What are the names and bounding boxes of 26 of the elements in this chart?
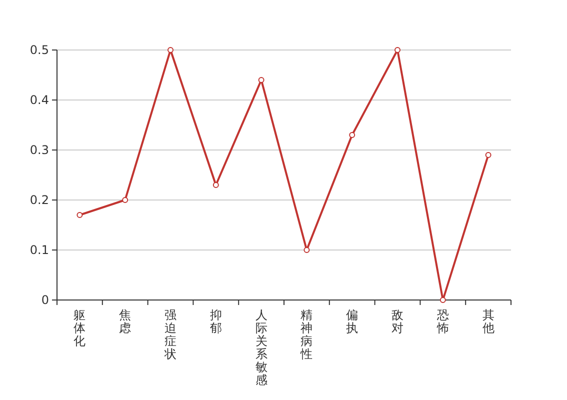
y-tick-label: 0.3 <box>30 143 49 158</box>
point <box>394 47 400 53</box>
point <box>485 152 492 158</box>
x-tick-label: 恐怖 <box>436 308 449 335</box>
x-tick-label: 偏执 <box>346 308 358 335</box>
y-tick-label: 0.4 <box>30 93 49 108</box>
point <box>440 297 446 303</box>
point <box>258 77 264 83</box>
y-tick-label: 0.1 <box>30 243 49 258</box>
x-tick-label: 抑郁 <box>210 308 222 335</box>
x-tick-label: 精神病性 <box>300 308 313 361</box>
point <box>122 197 128 203</box>
x-tick-label: 敌对 <box>392 308 404 335</box>
point <box>304 247 310 253</box>
y-tick-label: 0 <box>41 293 49 308</box>
x-tick-label: 人际关系敏感 <box>255 308 268 387</box>
y-tick-label: 0.5 <box>30 43 49 58</box>
x-tick-label: 强迫症状 <box>164 308 176 361</box>
point <box>168 47 174 53</box>
x-tick-label: 躯体化 <box>74 308 86 348</box>
x-tick-label: 焦虑 <box>119 308 132 335</box>
point <box>212 182 219 188</box>
y-tick-label: 0.2 <box>30 193 49 208</box>
point <box>349 132 356 138</box>
point <box>76 212 83 218</box>
x-tick-label: 其他 <box>482 308 494 335</box>
